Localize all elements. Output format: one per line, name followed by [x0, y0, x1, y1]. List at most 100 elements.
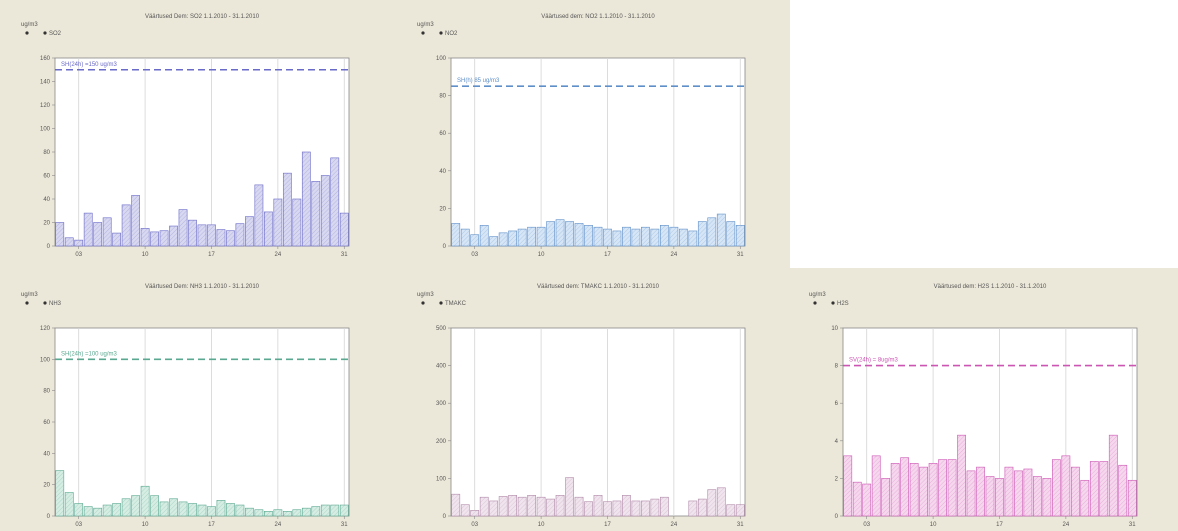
bar [995, 478, 1004, 517]
bar [226, 503, 235, 517]
bar [707, 217, 717, 247]
y-tick-label: 60 [43, 420, 50, 426]
y-tick-label: 120 [40, 103, 51, 109]
bar [660, 225, 669, 247]
bar [565, 221, 574, 247]
x-tick-label: 10 [142, 522, 149, 528]
bar [55, 470, 65, 517]
bar [264, 211, 273, 247]
bar [947, 459, 957, 517]
y-tick-label: 60 [43, 174, 50, 180]
bar [1061, 455, 1071, 517]
bar [216, 500, 226, 517]
bar [650, 498, 660, 517]
bar [498, 232, 508, 247]
bar [479, 225, 489, 247]
chart-svg: Väärtused dem: H2S 1.1.2010 - 31.1.2010 u… [809, 284, 1138, 528]
bar [593, 495, 603, 517]
bar [311, 181, 321, 247]
x-tick-label: 24 [275, 252, 282, 258]
x-tick-label: 03 [471, 522, 478, 528]
bar [650, 228, 660, 247]
bar [603, 228, 612, 247]
bar [622, 495, 631, 517]
bar [862, 483, 872, 517]
chart-svg: Väärtused Dem: NH3 1.1.2010 - 31.1.2010 u… [21, 284, 350, 528]
bar [957, 434, 966, 517]
bar [55, 222, 65, 247]
chart-title: Väärtused Dem: SO2 1.1.2010 - 31.1.2010 [145, 14, 260, 20]
x-tick-label: 10 [142, 252, 149, 258]
bar [726, 504, 736, 517]
bar [517, 496, 527, 517]
y-tick-label: 80 [43, 150, 50, 156]
bar [574, 496, 584, 517]
bar [900, 457, 910, 517]
bar [131, 195, 140, 247]
x-tick-label: 17 [208, 522, 215, 528]
bar [919, 466, 928, 517]
plot-area [450, 57, 746, 247]
y-tick-label: 6 [835, 401, 839, 407]
bar [517, 228, 527, 247]
bar [178, 501, 188, 517]
bar [928, 463, 938, 517]
bar [292, 198, 302, 247]
bar [574, 223, 584, 247]
y-tick-label: 40 [43, 197, 50, 203]
bar [301, 507, 311, 517]
x-tick-label: 03 [75, 252, 82, 258]
y-tick-label: 100 [40, 127, 51, 133]
y-tick-label: 20 [43, 221, 50, 227]
chart-title: Väärtused Dem: NH3 1.1.2010 - 31.1.2010 [145, 284, 260, 290]
x-tick-label: 24 [671, 522, 678, 528]
bar [536, 226, 546, 247]
bar [178, 209, 188, 247]
unit-label: ug/m3 [417, 22, 434, 28]
bar [235, 504, 245, 517]
legend-label: NH3 [49, 301, 62, 307]
bar [985, 476, 995, 517]
bar [339, 504, 349, 517]
y-tick-label: 2 [835, 476, 839, 482]
bar [470, 510, 480, 517]
bar [102, 504, 112, 517]
bar [697, 498, 707, 517]
bar [207, 224, 216, 247]
y-tick-label: 80 [43, 389, 50, 395]
y-tick-label: 500 [436, 326, 447, 332]
y-tick-label: 40 [43, 451, 50, 457]
bar [159, 230, 169, 247]
chart-panel-h2s: Väärtused dem: H2S 1.1.2010 - 31.1.2010 u… [808, 278, 1148, 528]
bar [669, 226, 679, 247]
x-tick-label: 24 [275, 522, 282, 528]
bar [320, 504, 330, 517]
bar [1014, 470, 1023, 517]
bar [93, 222, 103, 247]
x-tick-label: 31 [341, 252, 348, 258]
bar [527, 226, 536, 247]
bar [555, 219, 565, 247]
bar [102, 217, 112, 247]
bar [527, 495, 536, 517]
bar [112, 503, 122, 517]
bar [264, 511, 273, 517]
bar [536, 496, 546, 517]
bar [1023, 468, 1033, 517]
y-tick-label: 60 [439, 131, 446, 137]
y-tick-label: 160 [40, 56, 51, 62]
bar [470, 234, 480, 247]
bar [938, 459, 947, 517]
bar [330, 504, 340, 517]
bar [881, 478, 891, 517]
y-tick-label: 40 [439, 169, 446, 175]
bar [612, 230, 622, 247]
bar [660, 496, 669, 517]
bar [1042, 478, 1052, 517]
legend-label: NO2 [445, 31, 458, 37]
bar [707, 489, 717, 517]
chart-title: Väärtused dem: TMAKC 1.1.2010 - 31.1.201… [537, 284, 660, 290]
bar [451, 223, 461, 247]
bar [451, 493, 461, 517]
y-tick-label: 400 [436, 364, 447, 370]
